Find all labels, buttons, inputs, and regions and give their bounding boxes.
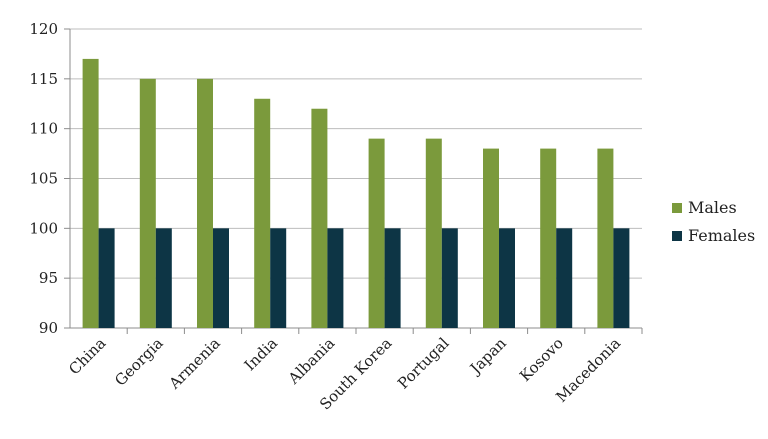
bar-males-macedonia <box>597 148 614 328</box>
x-tick-label: Armenia <box>165 334 224 393</box>
bar-males-albania <box>311 108 328 328</box>
y-tick-labels: 90 95 100 105 110 115 120 <box>29 20 58 337</box>
y-tick-label: 115 <box>29 70 58 88</box>
bar-females-japan <box>499 228 515 328</box>
legend-swatch-males <box>672 203 682 213</box>
x-tick-label: Georgia <box>111 334 166 389</box>
legend-swatch-females <box>672 231 682 241</box>
bar-males-portugal <box>425 138 442 328</box>
bar-females-south-korea <box>384 228 401 328</box>
y-tick-label: 105 <box>29 170 58 188</box>
x-tick-label: Albania <box>284 334 338 388</box>
bar-females-portugal <box>441 228 458 328</box>
y-tick-label: 110 <box>29 120 58 138</box>
bar-males-kosovo <box>540 148 557 328</box>
x-tick-label: India <box>241 334 281 374</box>
y-tick-label: 95 <box>39 269 58 287</box>
bar-males-south-korea <box>368 138 385 328</box>
bar-females-macedonia <box>613 228 630 328</box>
bar-males-india <box>254 98 271 329</box>
x-tick-label: China <box>65 334 109 378</box>
bar-males-georgia <box>139 78 156 328</box>
bar-males-china <box>82 58 99 329</box>
bar-males-japan <box>483 148 499 328</box>
bar-males-armenia <box>197 78 213 328</box>
bar-females-albania <box>327 228 344 328</box>
bar-females-kosovo <box>556 228 573 328</box>
bar-females-georgia <box>155 228 172 328</box>
legend-label-males: Males <box>688 198 737 217</box>
x-tick-label: Portugal <box>394 334 453 393</box>
bar-females-india <box>270 228 287 328</box>
y-tick-label: 100 <box>29 219 58 237</box>
y-tick-label: 90 <box>39 319 58 337</box>
bars <box>82 58 630 329</box>
x-tick-label: Japan <box>465 334 510 379</box>
legend: Males Females <box>672 198 755 245</box>
bar-females-armenia <box>213 228 229 328</box>
bar-females-china <box>98 228 115 328</box>
y-tick-label: 120 <box>29 20 58 38</box>
x-tick-label: Kosovo <box>516 334 567 385</box>
legend-label-females: Females <box>688 226 755 245</box>
